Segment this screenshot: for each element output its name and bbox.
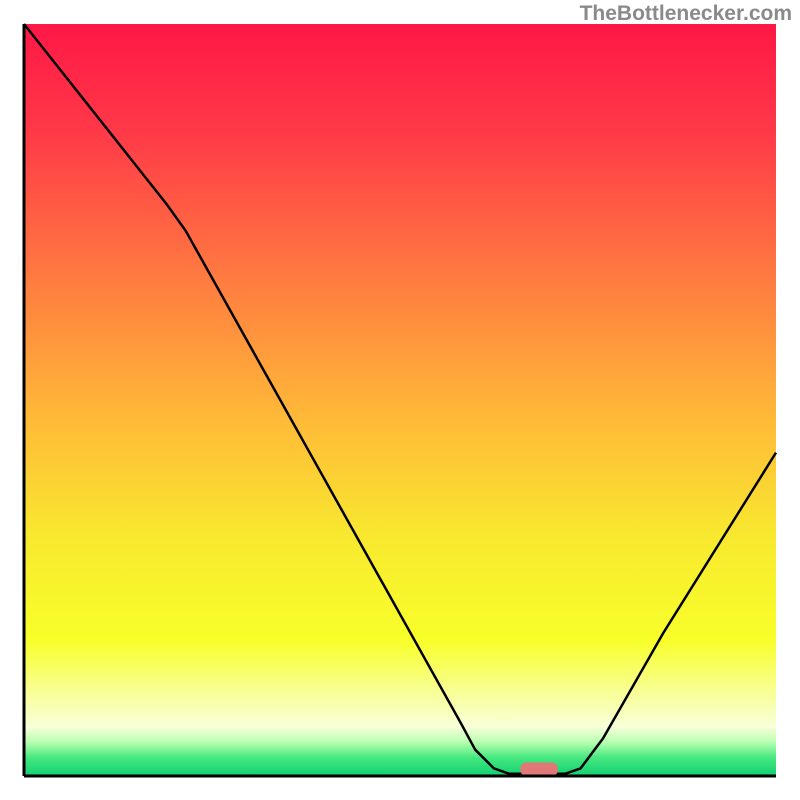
watermark-text: TheBottlenecker.com xyxy=(580,2,792,26)
chart-container: TheBottlenecker.com xyxy=(0,0,800,800)
optimum-marker xyxy=(520,762,558,776)
bottleneck-chart xyxy=(0,0,800,800)
chart-background xyxy=(24,24,776,776)
